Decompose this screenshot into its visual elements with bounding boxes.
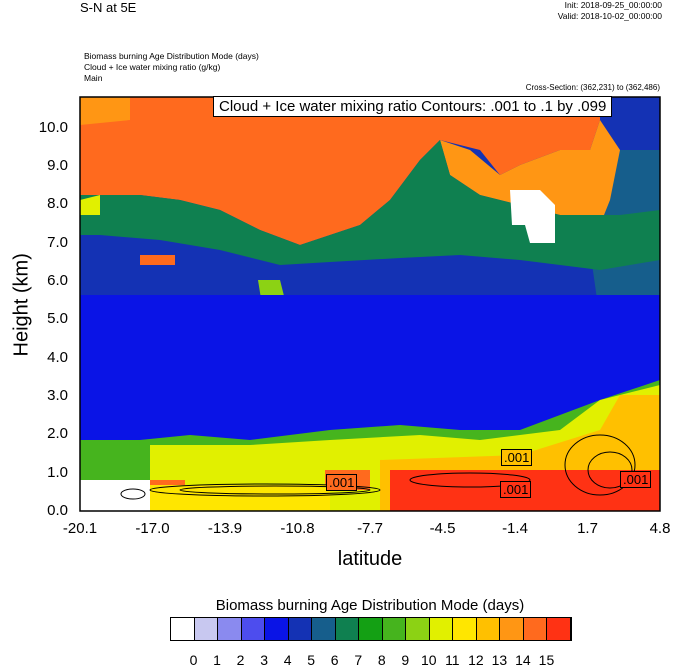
orange-blob [140, 255, 175, 265]
contour-label: .001 [326, 474, 358, 491]
x-tick-label: -17.0 [135, 520, 170, 537]
colorbar-label: 12 [468, 652, 484, 668]
colorbar-label: 3 [260, 652, 268, 668]
colorbar-swatch [429, 618, 454, 640]
colorbar [170, 617, 572, 641]
colorbar-swatch [406, 618, 430, 640]
y-tick-label: 3.0 [47, 387, 68, 404]
cloud-contours [120, 434, 636, 500]
y-tick-label: 1.0 [47, 463, 68, 481]
colorbar-swatch [523, 618, 548, 640]
colorbar-swatch [171, 618, 195, 640]
colorbar-swatch [547, 618, 571, 640]
transition-green [80, 140, 660, 270]
colorbar-swatch [335, 618, 360, 640]
colorbar-label: 5 [307, 652, 316, 668]
yellow-streak-1 [80, 195, 100, 215]
heatmap-field [80, 97, 660, 511]
colorbar-swatch [476, 618, 501, 640]
valid-time: Valid: 2018-10-02_00:00:00 [557, 11, 662, 21]
contour-label: .001 [501, 449, 533, 466]
colorbar-swatch [288, 618, 313, 640]
colorbar-label: 6 [330, 652, 339, 668]
colorbar-title: Biomass burning Age Distribution Mode (d… [215, 597, 525, 614]
upper-red-region [80, 97, 660, 245]
colorbar-label: 15 [538, 652, 555, 668]
colorbar-label: 4 [283, 652, 292, 668]
field-desc-3: Main [84, 73, 103, 83]
white-patch [510, 190, 555, 243]
colorbar-swatch [359, 618, 383, 640]
y-tick-label: 8.0 [47, 195, 68, 213]
colorbar-swatch [382, 618, 407, 640]
x-tick-label: -20.1 [62, 520, 98, 537]
contour-title: Cloud + Ice water mixing ratio Contours:… [213, 96, 613, 117]
colorbar-swatch [500, 618, 524, 640]
colorbar-label: 2 [236, 652, 245, 668]
colorbar-label: 9 [401, 652, 410, 668]
y-tick-label: 2.0 [47, 425, 68, 443]
x-axis-label: latitude [337, 548, 403, 570]
colorbar-label: 13 [491, 652, 508, 668]
init-time: Init: 2018-09-25_00:00:00 [564, 0, 662, 10]
field-desc-1: Biomass burning Age Distribution Mode (d… [84, 51, 259, 61]
upper-right-blue [600, 97, 660, 150]
colorbar-label: 8 [377, 652, 386, 668]
colorbar-label: 0 [189, 652, 198, 668]
field-desc-2: Cloud + Ice water mixing ratio (g/kg) [84, 62, 221, 72]
contour-label: .001 [620, 471, 652, 488]
colorbar-swatch [218, 618, 242, 640]
colorbar-swatch [241, 618, 266, 640]
colorbar-swatch [265, 618, 289, 640]
y-tick-label: 7.0 [47, 233, 68, 251]
x-tick-label: -7.7 [357, 520, 383, 537]
colorbar-label: 7 [354, 652, 363, 668]
y-tick-label: 0.0 [47, 502, 68, 519]
plot-title: S-N at 5E [80, 0, 137, 15]
mid-blue-region [80, 295, 660, 440]
y-axis-label: Height (km) [10, 253, 33, 357]
lower-yellow-low [150, 485, 330, 511]
colorbar-swatch [453, 618, 477, 640]
y-tick-label: 4.0 [47, 348, 68, 366]
x-tick-label: 1.7 [577, 520, 598, 537]
x-tick-label: -13.9 [207, 520, 243, 537]
y-tick-label: 6.0 [47, 272, 68, 289]
lower-white-left [80, 480, 150, 511]
upper-orange-left [80, 97, 130, 125]
colorbar-label: 11 [445, 652, 460, 668]
colorbar-label: 1 [213, 652, 221, 668]
upper-orange-right [440, 120, 660, 215]
colorbar-label: 10 [421, 652, 437, 668]
y-tick-label: 5.0 [47, 310, 68, 328]
x-tick-label: 4.8 [649, 520, 671, 537]
cross-section-info: Cross-Section: (362,231) to (362,486) [525, 83, 660, 92]
x-tick-label: -4.5 [429, 520, 456, 537]
y-tick-label: 9.0 [47, 157, 68, 174]
colorbar-label: 14 [515, 652, 531, 668]
colorbar-swatch [194, 618, 219, 640]
colorbar-swatch [312, 618, 336, 640]
y-tick-label: 10.0 [38, 118, 68, 136]
x-tick-label: -1.4 [502, 520, 528, 537]
x-tick-label: -10.8 [280, 520, 315, 537]
contour-label: .001 [500, 481, 532, 498]
